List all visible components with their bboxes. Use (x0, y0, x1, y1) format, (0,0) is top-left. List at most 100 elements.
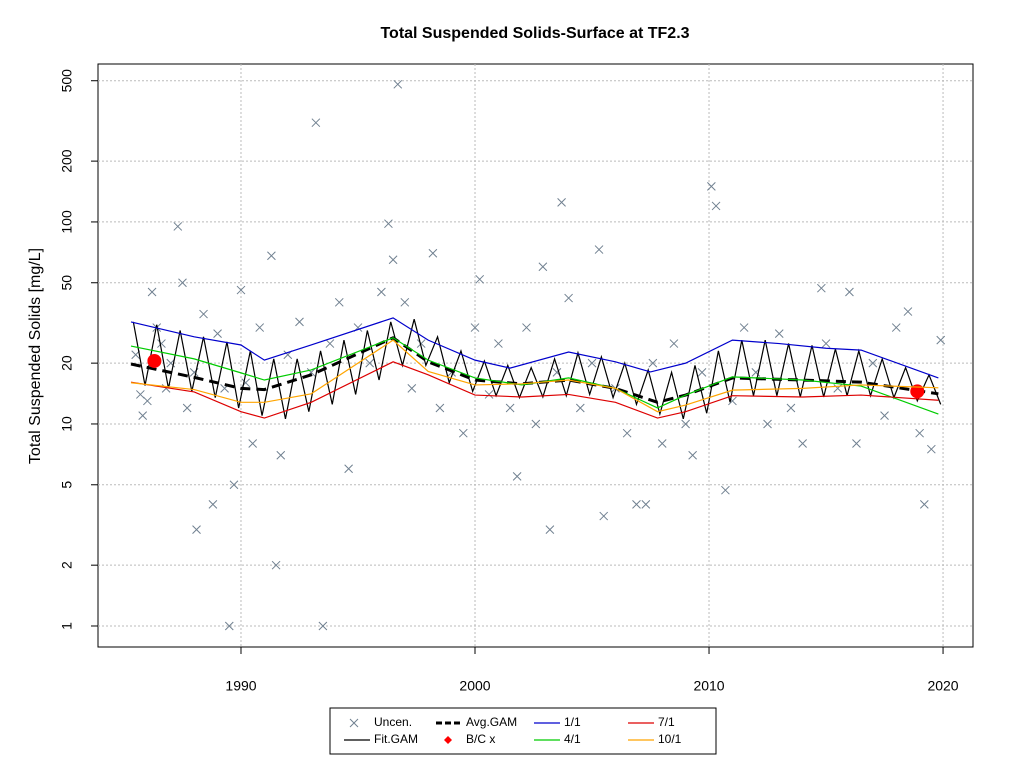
data-point (915, 428, 924, 438)
y-tick-label: 20 (59, 355, 75, 371)
bc-point (147, 353, 162, 368)
series-line (132, 319, 942, 419)
data-point (143, 396, 152, 406)
legend-label: 10/1 (658, 732, 682, 746)
data-point (786, 403, 796, 413)
legend-label: 7/1 (658, 715, 675, 729)
data-point (622, 428, 632, 438)
data-point (400, 297, 410, 307)
y-axis-label: Total Suspended Solids [mg/L] (27, 248, 44, 464)
data-point (199, 309, 208, 319)
data-point (311, 118, 321, 128)
y-tick-label: 100 (59, 210, 75, 234)
data-point (657, 439, 667, 448)
data-point (276, 450, 286, 460)
data-point (697, 368, 707, 377)
data-point (711, 201, 721, 211)
data-point (147, 287, 157, 297)
legend-marker (349, 718, 359, 728)
data-point (774, 329, 784, 338)
y-tick-label: 1 (59, 622, 75, 630)
data-point (632, 499, 641, 509)
data-point (594, 245, 604, 254)
y-tick-label: 500 (59, 69, 75, 93)
bc-point (910, 384, 925, 399)
data-point (739, 323, 749, 332)
x-tick-label: 2010 (693, 678, 724, 694)
series-line (130, 336, 939, 404)
data-point (248, 439, 258, 448)
legend-marker (444, 736, 452, 744)
data-point (919, 499, 929, 509)
legend-label: 1/1 (564, 715, 581, 729)
y-tick-label: 2 (59, 561, 75, 569)
data-point (416, 339, 426, 348)
data-point (484, 390, 494, 399)
legend-label: Uncen. (374, 715, 412, 729)
data-point (334, 297, 344, 307)
data-point (587, 358, 597, 368)
data-point (522, 323, 531, 332)
data-point (173, 222, 183, 231)
data-point (365, 358, 375, 368)
data-point (388, 255, 398, 265)
y-tick-label: 200 (59, 149, 75, 173)
y-tick-label: 5 (59, 481, 75, 489)
data-point (182, 403, 192, 413)
data-point (435, 403, 445, 413)
chart-title: Total Suspended Solids-Surface at TF2.3 (380, 25, 689, 42)
data-point (136, 390, 145, 399)
x-tick-label: 1990 (225, 678, 256, 694)
data-point (852, 439, 861, 448)
data-point (821, 339, 831, 348)
legend (329, 707, 717, 755)
legend-label: 4/1 (564, 732, 581, 746)
data-point (903, 307, 913, 316)
x-tick-label: 2020 (927, 678, 958, 694)
data-point (688, 450, 697, 460)
legend-label: Fit.GAM (374, 732, 418, 746)
data-point (271, 560, 281, 570)
data-point (393, 79, 403, 89)
data-point (208, 499, 218, 509)
y-tick-label: 10 (59, 416, 75, 432)
data-point (936, 335, 946, 345)
data-point (505, 403, 515, 413)
data-point (295, 317, 304, 327)
data-point (384, 219, 393, 229)
series-line (130, 339, 939, 413)
data-point (763, 419, 772, 429)
data-point (512, 472, 522, 481)
data-point (229, 480, 239, 490)
data-point (669, 339, 679, 348)
data-point (475, 274, 485, 284)
data-point (255, 323, 265, 332)
x-tick-label: 2000 (459, 678, 490, 694)
data-point (721, 485, 730, 495)
data-point (236, 285, 246, 295)
series-line (130, 361, 939, 419)
data-point (641, 499, 651, 509)
data-point (538, 262, 548, 272)
data-point (880, 411, 889, 420)
data-point (138, 411, 148, 420)
data-point (318, 621, 328, 631)
data-point (377, 287, 386, 297)
plot-frame (97, 63, 974, 648)
data-point (564, 293, 573, 303)
data-point (599, 511, 609, 521)
data-point (575, 403, 585, 413)
data-point (224, 621, 234, 631)
legend-label: Avg.GAM (466, 715, 517, 729)
data-point (707, 182, 716, 191)
data-point (178, 278, 187, 288)
data-point (407, 384, 417, 393)
data-point (157, 339, 166, 348)
data-point (344, 464, 353, 474)
data-point (891, 323, 901, 332)
data-point (192, 525, 201, 534)
data-point (213, 329, 222, 338)
data-point (868, 358, 878, 368)
data-point (798, 439, 807, 448)
